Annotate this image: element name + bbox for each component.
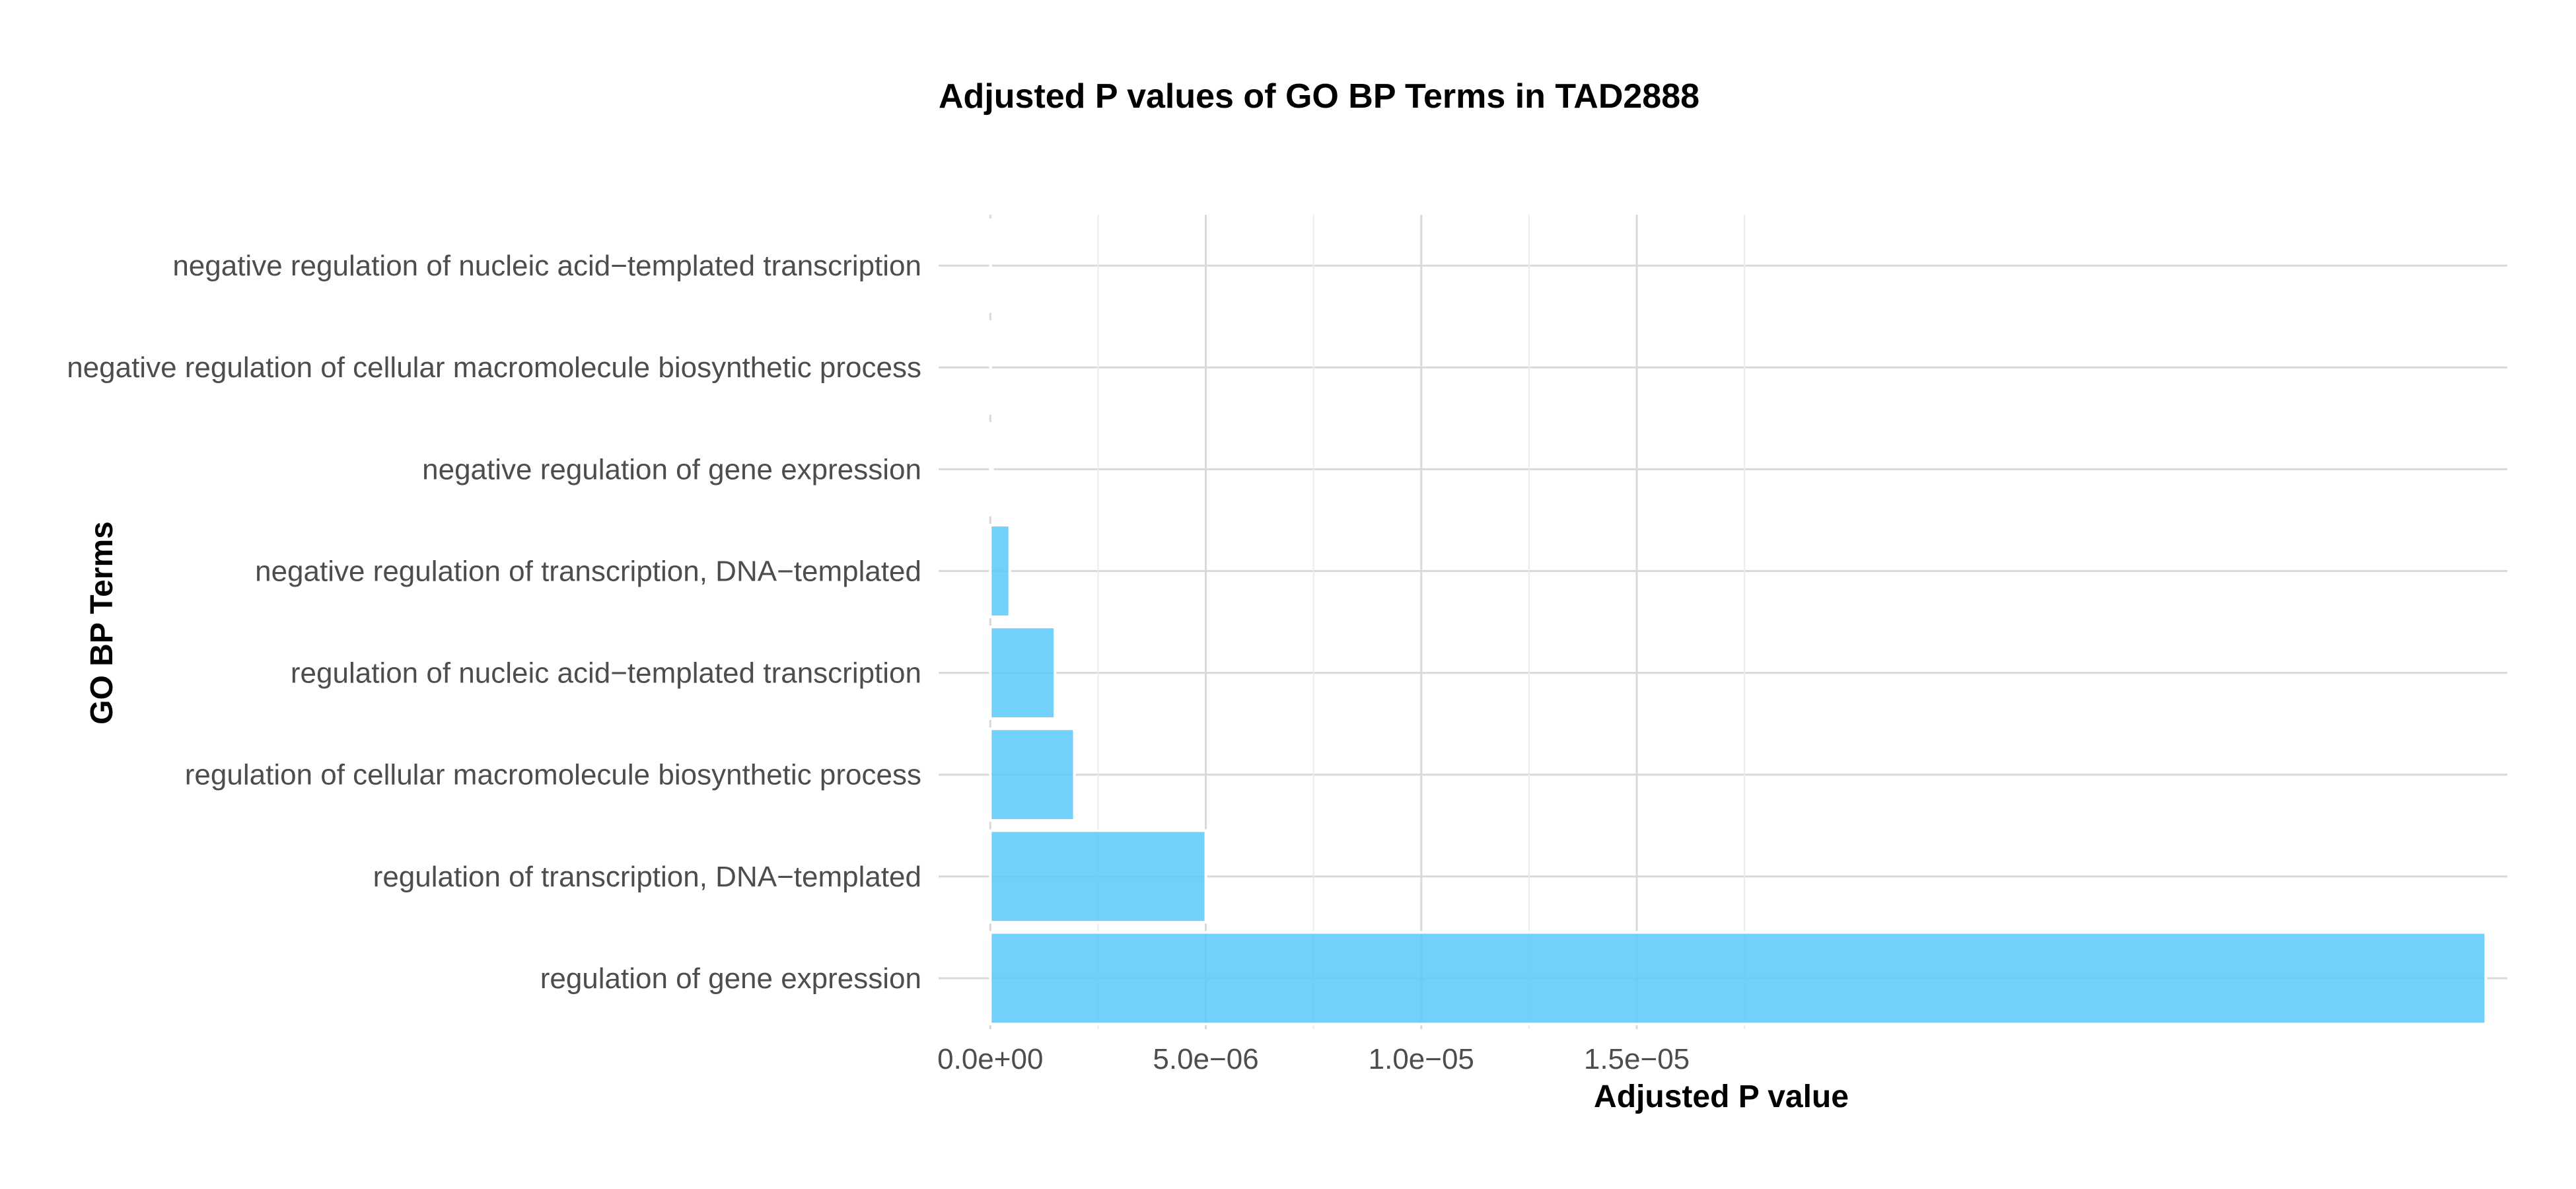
y-tick-label: regulation of transcription, DNA−templat… [373, 861, 921, 893]
bar [989, 626, 1057, 720]
x-axis-title: Adjusted P value [1594, 1079, 1849, 1114]
x-tick-label: 1.0e−05 [1369, 1043, 1474, 1075]
x-tick-label: 5.0e−06 [1153, 1043, 1258, 1075]
x-tick-labels: 0.0e+00 5.0e−06 1.0e−05 1.5e−05 [937, 1043, 1690, 1075]
y-tick-label: negative regulation of nucleic acid−temp… [172, 250, 921, 282]
bar [989, 931, 2487, 1026]
y-tick-label: negative regulation of transcription, DN… [255, 555, 921, 587]
y-tick-label: regulation of cellular macromolecule bio… [185, 759, 921, 791]
bar [989, 727, 1076, 822]
bar [989, 421, 994, 517]
bar [989, 829, 1207, 924]
bar-layer [989, 218, 2487, 1026]
bar [989, 218, 992, 313]
bar [989, 320, 992, 415]
x-tick-label: 1.5e−05 [1584, 1043, 1690, 1075]
x-tick-label: 0.0e+00 [937, 1043, 1043, 1075]
y-tick-label: regulation of nucleic acid−templated tra… [291, 657, 921, 690]
y-tick-label: negative regulation of cellular macromol… [67, 351, 921, 384]
y-tick-labels: negative regulation of nucleic acid−temp… [67, 250, 921, 995]
chart-title: Adjusted P values of GO BP Terms in TAD2… [939, 77, 1699, 116]
y-tick-label: negative regulation of gene expression [422, 453, 921, 486]
y-tick-label: regulation of gene expression [540, 962, 921, 995]
bar [989, 524, 1011, 618]
y-axis-title: GO BP Terms [85, 521, 120, 725]
